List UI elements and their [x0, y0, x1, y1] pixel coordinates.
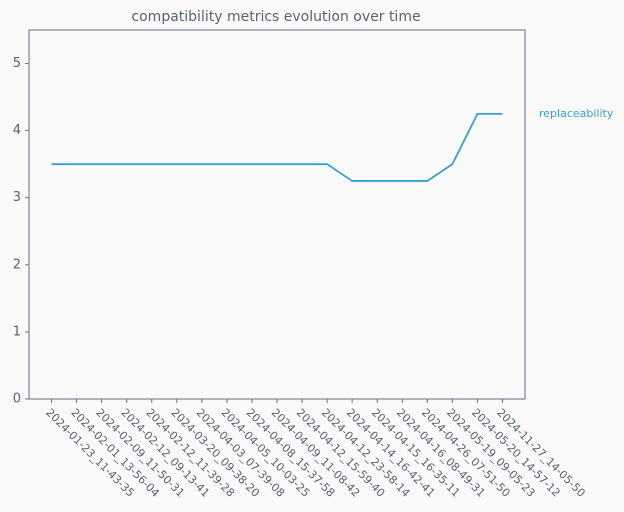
line	[51, 112, 503, 182]
y-tick-label: 3	[13, 190, 21, 205]
y-tick-label: 0	[13, 392, 21, 407]
series-label: replaceability	[539, 107, 614, 120]
chart-title: compatibility metrics evolution over tim…	[131, 9, 420, 25]
y-tick-label: 2	[13, 257, 21, 272]
plot-frame	[28, 29, 526, 400]
y-tick-label: 1	[13, 324, 21, 339]
y-tick-label: 4	[13, 123, 21, 138]
y-tick-label: 5	[13, 56, 21, 71]
